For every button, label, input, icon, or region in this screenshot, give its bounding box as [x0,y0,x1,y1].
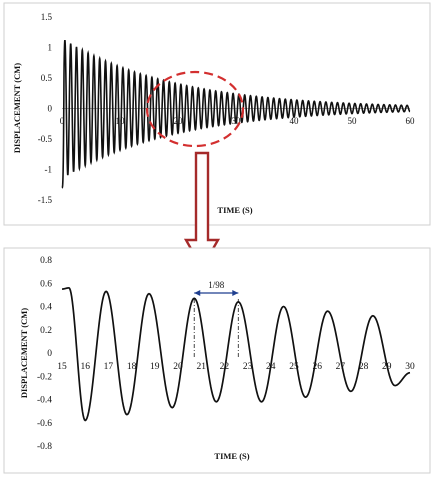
bottom-x-tick-label: 19 [150,362,160,372]
bottom-x-tick-label: 30 [405,362,415,372]
bottom-x-tick-label: 18 [127,362,137,372]
bottom-x-tick-label: 28 [359,362,369,372]
bottom-chart-frame [3,247,431,474]
bottom-chart: 0.8 0.6 0.4 0.2 0 -0.2 -0.4 -0.6 -0.8 15 16 17 18 19… [3,247,431,474]
bottom-y-tick-label: 0.6 [40,279,52,289]
bottom-x-tick-label: 23 [243,362,253,372]
bottom-x-tick-label: 21 [196,362,206,372]
top-series-line [61,39,411,189]
bottom-x-tick-label: 26 [312,362,322,372]
bottom-x-tick-label: 20 [173,362,183,372]
bottom-x-tick-label: 25 [289,362,299,372]
top-y-tick-labels: 1.5 1 0.5 0 -0.5 -1 -1.5 [38,12,53,205]
bottom-x-axis-title: TIME (S) [214,451,249,461]
bottom-y-tick-label: -0.2 [37,372,52,382]
period-annotation: 1/98 [193,280,239,358]
bottom-x-tick-label: 17 [104,362,114,372]
top-x-tick-label: 40 [290,116,300,126]
top-x-tick-label: 0 [60,116,65,126]
top-y-tick-label: 0.5 [41,73,53,83]
top-x-axis-title: TIME (S) [217,205,252,215]
top-y-tick-label: 0 [48,104,53,114]
arrowhead-right-icon [232,290,239,296]
bottom-x-tick-label: 16 [80,362,90,372]
bottom-y-axis-title: DISPLACEMENT (CM) [19,308,29,398]
arrowhead-left-icon [194,290,201,296]
bottom-series-line [62,287,411,422]
top-y-axis-title: DISPLACEMENT (CM) [12,63,22,153]
top-y-tick-label: -1 [45,165,53,175]
bottom-y-tick-label: -0.8 [37,442,52,452]
top-chart: 1.510.50-0.5-1-1.5 0 10 20 30 40 50 60 DISPLAC… [3,2,431,226]
bottom-y-tick-label: 0.8 [40,256,52,266]
bottom-y-tick-label: -0.4 [37,396,52,406]
top-x-tick-label: 50 [348,116,358,126]
bottom-y-tick-labels: 0.8 0.6 0.4 0.2 0 -0.2 -0.4 -0.6 -0.8 [37,256,52,452]
bottom-y-tick-label: -0.6 [37,419,52,429]
bottom-y-tick-label: 0 [47,349,52,359]
top-y-tick-label: 1.5 [41,12,53,22]
top-x-tick-label: 60 [406,116,416,126]
period-label: 1/98 [208,280,225,290]
bottom-y-tick-label: 0.4 [40,303,52,313]
top-y-tick-label: -1.5 [38,195,53,205]
bottom-x-tick-label: 15 [57,362,67,372]
top-x-tick-label: 10 [116,116,126,126]
bottom-x-tick-label: 27 [336,362,346,372]
bottom-y-tick-label: 0.2 [40,326,52,336]
highlight-ellipse [145,70,245,148]
top-y-tick-label: -0.5 [38,134,53,144]
top-y-tick-label: 1 [48,43,53,53]
